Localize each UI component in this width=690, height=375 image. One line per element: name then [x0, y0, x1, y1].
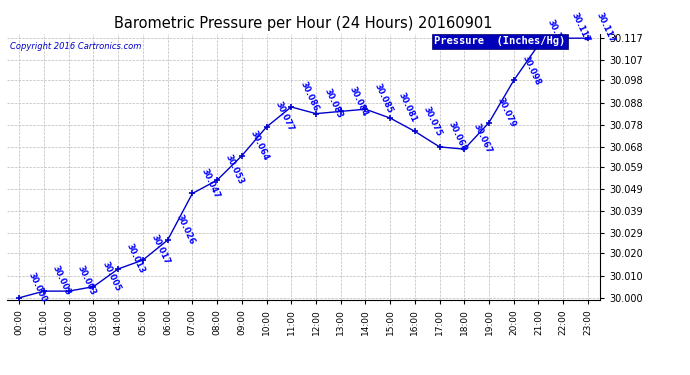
- Text: 30.068: 30.068: [446, 120, 469, 153]
- Text: Pressure  (Inches/Hg): Pressure (Inches/Hg): [434, 36, 565, 46]
- Text: 30.000: 30.000: [26, 271, 48, 304]
- Text: 30.067: 30.067: [471, 122, 493, 155]
- Text: 30.053: 30.053: [224, 153, 246, 186]
- Text: 30.117: 30.117: [595, 11, 617, 44]
- Text: 30.081: 30.081: [397, 91, 419, 124]
- Text: 30.084: 30.084: [348, 85, 369, 118]
- Text: 30.026: 30.026: [175, 213, 197, 246]
- Text: 30.086: 30.086: [298, 80, 320, 113]
- Text: 30.017: 30.017: [150, 233, 172, 266]
- Text: 30.085: 30.085: [373, 82, 394, 116]
- Text: Copyright 2016 Cartronics.com: Copyright 2016 Cartronics.com: [10, 42, 141, 51]
- Text: 30.047: 30.047: [199, 167, 221, 200]
- Title: Barometric Pressure per Hour (24 Hours) 20160901: Barometric Pressure per Hour (24 Hours) …: [115, 16, 493, 31]
- Text: 30.003: 30.003: [51, 264, 72, 297]
- Text: 30.079: 30.079: [496, 96, 518, 129]
- Text: 30.117: 30.117: [570, 11, 592, 44]
- Text: 30.013: 30.013: [125, 242, 147, 275]
- Text: 30.064: 30.064: [248, 129, 270, 162]
- Text: 30.098: 30.098: [521, 54, 542, 87]
- Text: 30.083: 30.083: [323, 87, 344, 120]
- Text: 30.075: 30.075: [422, 105, 444, 138]
- Text: 30.077: 30.077: [273, 100, 295, 133]
- Text: 30.005: 30.005: [100, 260, 122, 293]
- Text: 30.003: 30.003: [76, 264, 97, 297]
- Text: 30.114: 30.114: [545, 18, 567, 51]
